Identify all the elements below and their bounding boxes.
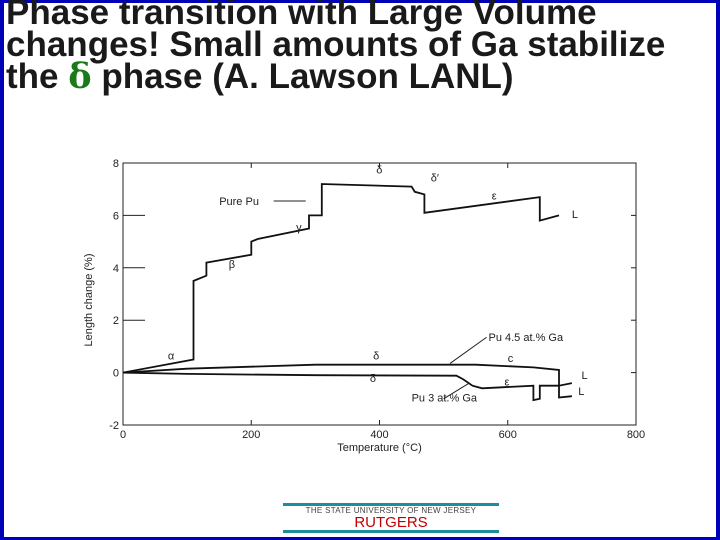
rutgers-footer-logo: THE STATE UNIVERSITY OF NEW JERSEY RUTGE… (283, 503, 499, 535)
series-line-1 (122, 363, 573, 387)
annotation-label: β (229, 259, 235, 271)
title-text-part2: phase (A. Lawson LANL) (91, 57, 514, 96)
x-tick-label: 400 (370, 429, 388, 441)
pu3-leader (443, 382, 470, 400)
x-axis-label: Temperature (°C) (337, 442, 421, 454)
series-line-0 (122, 183, 560, 374)
x-tick-label: 200 (242, 429, 260, 441)
y-tick-label: 0 (113, 368, 119, 380)
annotation-label: L (578, 386, 584, 398)
pu45-leader (449, 336, 487, 364)
y-axis-label: Length change (%) (83, 254, 95, 347)
x-tick-label: 800 (627, 429, 645, 441)
annotation-label: c (508, 353, 514, 365)
slide-title: Phase transition with Large Volume chang… (6, 0, 714, 96)
y-tick-label: 8 (113, 158, 119, 170)
footer-bar-bottom (283, 530, 499, 533)
annotation-label: Pure Pu (219, 196, 259, 208)
annotation-label: L (581, 370, 587, 382)
annotation-label: δ (373, 351, 379, 363)
annotation-label: ε (505, 377, 510, 389)
footer-university-text: THE STATE UNIVERSITY OF NEW JERSEY (305, 506, 477, 515)
annotation-label: δ (370, 373, 376, 385)
series-line-2 (122, 371, 572, 402)
x-tick-label: 0 (120, 429, 126, 441)
y-tick-label: 4 (113, 263, 119, 275)
title-text-part1: Phase transition with Large Volume chang… (6, 0, 666, 96)
annotation-label: δ′ (431, 172, 439, 184)
annotation-label: γ (296, 222, 302, 234)
y-tick-label: 6 (113, 210, 119, 222)
footer-rutgers-text: RUTGERS (354, 514, 428, 531)
annotation-label: Pu 4.5 at.% Ga (489, 332, 564, 344)
annotation-label: ε (492, 191, 497, 203)
footer-bar-top (283, 503, 499, 506)
y-tick-label: -2 (109, 420, 119, 432)
annotation-label: α (168, 351, 175, 363)
annotation-label: L (572, 209, 578, 221)
annotation-label: δ (376, 164, 382, 176)
y-tick-label: 2 (113, 315, 119, 327)
delta-symbol: δ (68, 56, 92, 97)
x-tick-label: 600 (499, 429, 517, 441)
